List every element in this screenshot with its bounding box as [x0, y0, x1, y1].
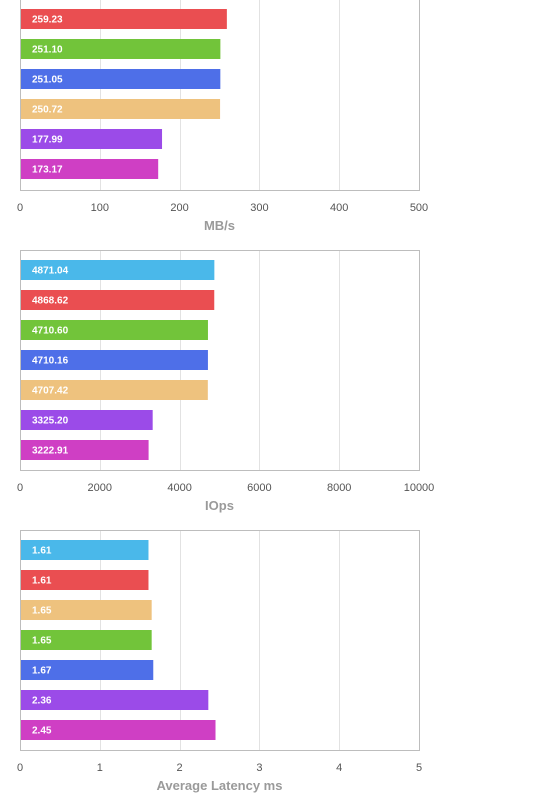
bar-value-label: 1.67: [32, 666, 52, 677]
x-tick-label: 0: [17, 482, 23, 494]
x-tick-label: 4000: [167, 482, 191, 494]
chart-panel-1: 0 100 200 300 400 500 259.23 251.10 251.05 250.72…: [17, 0, 428, 233]
x-tick-label: 5: [416, 762, 422, 774]
bar-value-label: 3222.91: [32, 446, 69, 457]
x-tick-label: 200: [170, 202, 188, 214]
x-tick-label: 6000: [247, 482, 271, 494]
bar: [21, 260, 215, 280]
x-tick-label: 8000: [327, 482, 351, 494]
bar: [21, 9, 227, 29]
bar: [21, 129, 163, 149]
bar-value-label: 251.05: [32, 75, 63, 86]
bar-value-label: 1.61: [32, 576, 52, 587]
x-tick-label: 2: [177, 762, 183, 774]
x-tick-label: 0: [17, 762, 23, 774]
x-tick-label: 3: [256, 762, 262, 774]
bar: [21, 540, 149, 560]
bar: [21, 39, 221, 59]
bar-value-label: 259.23: [32, 15, 63, 26]
bar-value-label: 4710.16: [32, 356, 69, 367]
bar: [21, 69, 221, 89]
x-axis-label: Average Latency ms: [157, 778, 283, 793]
bar-value-label: 4707.42: [32, 386, 69, 397]
x-tick-label: 400: [330, 202, 348, 214]
bar: [21, 159, 159, 179]
bar: [21, 600, 152, 620]
plot-frame: [20, 0, 420, 191]
bar-value-label: 1.65: [32, 606, 52, 617]
x-tick-label: 0: [17, 202, 23, 214]
bar: [21, 410, 153, 430]
bar: [21, 350, 208, 370]
bar: [21, 320, 208, 340]
bar: [21, 630, 152, 650]
bar-value-label: 4710.60: [32, 326, 69, 337]
x-tick-label: 500: [410, 202, 428, 214]
x-tick-label: 10000: [404, 482, 435, 494]
bar: [21, 690, 209, 710]
bar: [21, 570, 149, 590]
x-tick-label: 2000: [88, 482, 112, 494]
chart-panel-2: 0 2000 4000 6000 8000 10000 4871.04 4868.62 4710…: [17, 250, 435, 513]
bar-value-label: 1.61: [32, 546, 52, 557]
bar-value-label: 3325.20: [32, 416, 69, 427]
bar-value-label: 177.99: [32, 135, 63, 146]
bar-value-label: 173.17: [32, 165, 63, 176]
bar-value-label: 4868.62: [32, 296, 69, 307]
bar: [21, 720, 216, 740]
bar-value-label: 251.10: [32, 45, 63, 56]
bar-value-label: 1.65: [32, 636, 52, 647]
bar: [21, 440, 149, 460]
bar: [21, 380, 208, 400]
x-tick-label: 4: [336, 762, 342, 774]
bar: [21, 99, 221, 119]
x-tick-label: 100: [91, 202, 109, 214]
bar-value-label: 2.36: [32, 696, 52, 707]
bar: [21, 660, 154, 680]
x-tick-label: 300: [250, 202, 268, 214]
bar-value-label: 2.45: [32, 726, 52, 737]
x-axis-label: MB/s: [204, 218, 235, 233]
x-tick-label: 1: [97, 762, 103, 774]
bar-value-label: 250.72: [32, 105, 63, 116]
bar: [21, 290, 215, 310]
chart-panel-3: 0 1 2 3 4 5 1.61 1.61 1.65 1.65 1.67 2.36 2.45 Averag…: [17, 530, 422, 793]
bar-value-label: 4871.04: [32, 266, 69, 277]
x-axis-label: IOps: [205, 498, 234, 513]
